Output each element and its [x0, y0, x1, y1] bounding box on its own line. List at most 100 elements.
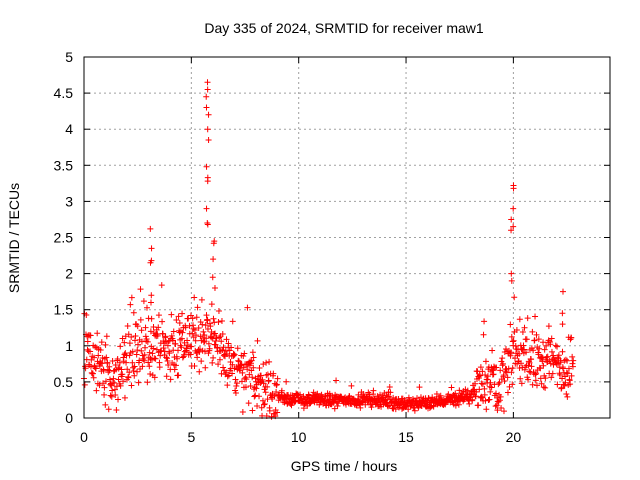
data-point: [236, 358, 243, 365]
data-point: [223, 369, 230, 376]
data-point: [477, 372, 484, 379]
data-point: [508, 369, 515, 376]
data-point: [119, 371, 126, 378]
data-point: [175, 347, 182, 354]
data-point: [203, 312, 210, 319]
data-point: [543, 342, 550, 349]
data-point: [520, 342, 527, 349]
data-point: [549, 370, 556, 377]
data-point: [333, 377, 340, 384]
data-point: [513, 327, 520, 334]
data-point: [159, 330, 166, 337]
data-point: [482, 358, 489, 365]
data-point: [557, 359, 564, 366]
data-points: [80, 79, 577, 420]
data-point: [189, 315, 196, 322]
data-point: [130, 309, 137, 316]
data-point: [493, 402, 500, 409]
data-point: [155, 324, 162, 331]
data-point: [243, 376, 250, 383]
data-point: [475, 402, 482, 409]
y-tick-label: 1.5: [54, 302, 74, 318]
data-point: [145, 359, 152, 366]
data-point: [162, 333, 169, 340]
data-point: [521, 324, 528, 331]
data-point: [95, 352, 102, 359]
x-tick-label: 10: [291, 429, 307, 445]
data-point: [101, 355, 108, 362]
data-point: [505, 365, 512, 372]
data-point: [209, 274, 216, 281]
data-point: [559, 348, 566, 355]
data-point: [215, 318, 222, 325]
data-point: [455, 401, 462, 408]
data-point: [90, 374, 97, 381]
data-point: [193, 314, 200, 321]
data-point: [532, 371, 539, 378]
data-point: [144, 379, 151, 386]
data-point: [368, 404, 375, 411]
data-point: [548, 335, 555, 342]
data-point: [138, 338, 145, 345]
data-point: [201, 348, 208, 355]
data-point: [563, 369, 570, 376]
data-point: [235, 357, 242, 364]
data-point: [472, 380, 479, 387]
data-point: [507, 349, 514, 356]
y-tick-label: 1: [65, 338, 73, 354]
data-point: [196, 368, 203, 375]
data-point: [89, 370, 96, 377]
data-point: [234, 345, 241, 352]
data-point: [242, 384, 249, 391]
data-point: [387, 389, 394, 396]
data-point: [94, 330, 101, 337]
x-tick-label: 0: [80, 429, 88, 445]
data-point: [148, 245, 155, 252]
data-point: [190, 325, 197, 332]
data-point: [405, 406, 412, 413]
data-point: [188, 343, 195, 350]
data-point: [487, 388, 494, 395]
data-point: [437, 392, 444, 399]
data-point: [568, 334, 575, 341]
data-point: [260, 380, 267, 387]
data-point: [509, 381, 516, 388]
data-point: [259, 397, 266, 404]
x-tick-label: 15: [398, 429, 414, 445]
data-point: [476, 386, 483, 393]
y-axis-label: SRMTID / TECUs: [6, 183, 22, 293]
data-point: [266, 358, 273, 365]
data-point: [265, 377, 272, 384]
data-point: [208, 301, 215, 308]
data-point: [93, 387, 100, 394]
data-point: [179, 310, 186, 317]
data-point: [219, 330, 226, 337]
data-point: [226, 347, 233, 354]
data-point: [481, 391, 488, 398]
data-point: [119, 335, 126, 342]
data-point: [91, 354, 98, 361]
data-point: [392, 406, 399, 413]
data-point: [110, 375, 117, 382]
data-point: [204, 221, 211, 228]
data-point: [535, 351, 542, 358]
x-tick-label: 20: [506, 429, 522, 445]
data-point: [564, 370, 571, 377]
data-point: [355, 391, 362, 398]
data-point: [273, 389, 280, 396]
data-point: [178, 335, 185, 342]
tick-marks: [83, 56, 610, 419]
data-point: [495, 381, 502, 388]
data-point: [537, 365, 544, 372]
data-point: [516, 316, 523, 323]
data-point: [111, 379, 118, 386]
data-point: [526, 359, 533, 366]
data-point: [536, 345, 543, 352]
data-point: [252, 392, 259, 399]
data-point: [493, 364, 500, 371]
data-point: [533, 382, 540, 389]
data-point: [114, 355, 121, 362]
data-point: [203, 205, 210, 212]
data-point: [108, 393, 115, 400]
data-point: [545, 323, 552, 330]
